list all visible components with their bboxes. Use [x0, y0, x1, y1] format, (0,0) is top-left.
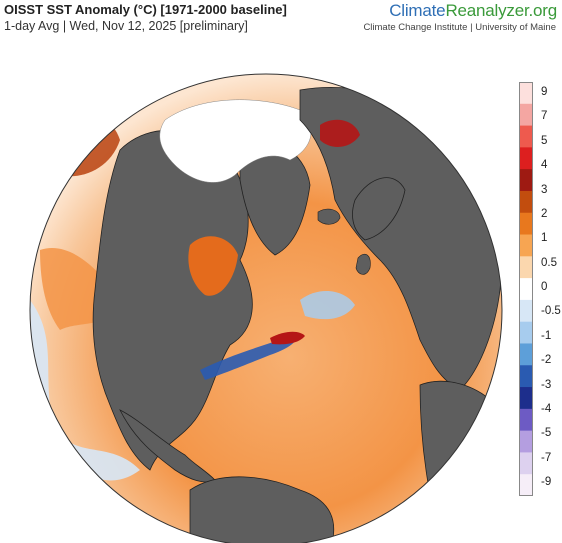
gulf-stream-cold-eddy: [200, 335, 297, 380]
legend-tick-label: 2: [541, 207, 548, 220]
legend-tick-label: 3: [541, 183, 548, 196]
legend-frame: [519, 82, 533, 496]
legend-swatch: [519, 169, 533, 192]
legend-tick-label: 0: [541, 281, 548, 293]
legend-tick-label: -2: [541, 354, 552, 367]
gulf-stream-warm-eddy: [270, 331, 305, 345]
map-subtitle: 1-day Avg | Wed, Nov 12, 2025 [prelimina…: [4, 19, 248, 33]
north-atlantic-cool-patch: [300, 290, 355, 320]
legend-tick-label: -1: [541, 329, 552, 342]
legend-swatch: [519, 365, 533, 388]
legend-tick-label: -9: [541, 476, 552, 488]
legend-tick-label: 5: [541, 134, 548, 147]
legend-tick-label: 1: [541, 232, 548, 245]
legend-swatch: [519, 190, 533, 214]
legend-swatch: [519, 103, 533, 127]
hudson-bay: [188, 236, 238, 296]
legend-swatch: [519, 278, 533, 301]
brand-logo[interactable]: ClimateReanalyzer.org: [389, 1, 557, 21]
color-legend: 9 7 5 4 3 2 1 0.5 0 -0.5 -1 -2 -3 -4 -5 -7 -9: [514, 82, 562, 496]
legend-tick-label: -3: [541, 378, 552, 391]
legend-swatch: [519, 212, 533, 236]
barents-sea-hot-patch: [320, 119, 360, 147]
legend-tick-label: -7: [541, 451, 552, 464]
legend-tick-label: 4: [541, 159, 548, 172]
legend-swatch: [519, 299, 533, 323]
arctic-sea-ice: [159, 99, 311, 183]
legend-tick-label: 0.5: [541, 256, 557, 269]
legend-swatch: [519, 343, 533, 366]
africa-landmass: [419, 380, 502, 541]
legend-swatch: [519, 256, 533, 279]
legend-swatch: [519, 387, 533, 410]
brand-climate: Climate: [389, 1, 446, 20]
legend-swatch: [519, 408, 533, 432]
legend-swatch: [519, 147, 533, 170]
legend-swatch: [519, 82, 533, 105]
legend-tick-label: 9: [541, 86, 548, 98]
legend-swatch: [519, 474, 533, 496]
legend-swatch: [519, 430, 533, 453]
scandinavia-landmass: [352, 177, 406, 241]
british-isles-landmass: [355, 253, 371, 275]
legend-swatch: [519, 321, 533, 344]
map-title: OISST SST Anomaly (°C) [1971-2000 baseli…: [4, 2, 287, 17]
legend-swatch: [519, 234, 533, 257]
legend-tick-label: -4: [541, 402, 552, 415]
brand-institute: Climate Change Institute | University of…: [363, 22, 556, 33]
legend-tick-label: -5: [541, 427, 552, 440]
legend-tick-label: -0.5: [541, 305, 561, 318]
globe-outline: [29, 73, 503, 543]
legend-colorbar: [519, 82, 533, 496]
brand-reanalyzer: Reanalyzer: [445, 1, 529, 20]
legend-swatch: [519, 452, 533, 475]
iceland-landmass: [317, 208, 341, 225]
legend-swatch: [519, 125, 533, 148]
legend-tick-label: 7: [541, 110, 548, 123]
brand-org: .org: [528, 1, 558, 20]
